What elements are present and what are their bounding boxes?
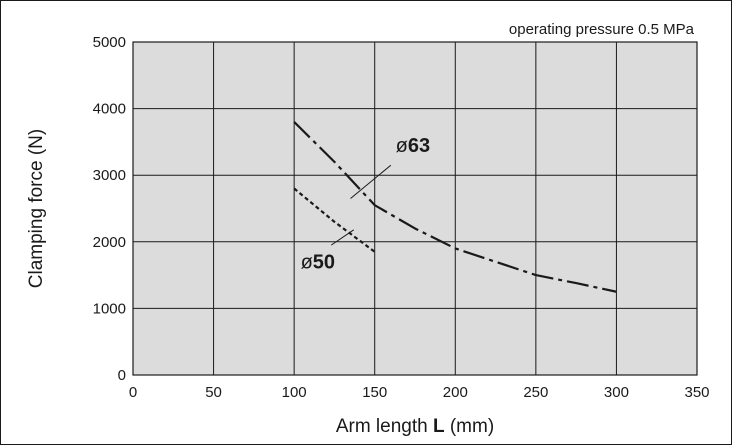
plot-frame [132,41,698,376]
x-axis-title-bold: L [433,416,445,437]
x-axis-title-suffix: (mm) [445,416,495,437]
y-axis-title: Clamping force (N) [26,129,47,288]
y-tick-label: 2000 [93,234,126,251]
pressure-annotation: operating pressure 0.5 MPa [509,21,695,38]
series-label-symbol: ø [396,135,408,157]
x-tick-label: 0 [129,384,137,401]
x-axis-title-prefix: Arm length [336,416,433,437]
leader-line-63 [350,164,392,199]
y-tick-label: 3000 [93,167,126,184]
leader-line-50 [330,229,355,246]
y-tick-label: 0 [118,367,126,384]
y-tick-label: 1000 [93,300,126,317]
series-label-number: 63 [408,135,430,157]
x-tick-label: 100 [282,384,307,401]
series-line-50 [293,187,376,253]
x-tick-label: 200 [443,384,468,401]
series-label-number: 50 [313,251,335,273]
series-label-63: ø63 [396,135,430,157]
plot-area [133,42,697,375]
x-tick-label: 300 [604,384,629,401]
x-tick-label: 250 [523,384,548,401]
series-label-50: ø50 [301,251,335,273]
x-axis-title: Arm length L (mm) [336,416,494,437]
y-tick-label: 4000 [93,101,126,118]
series-label-symbol: ø [301,251,313,273]
x-tick-label: 50 [205,384,222,401]
x-tick-label: 350 [684,384,709,401]
y-tick-label: 5000 [93,34,126,51]
x-tick-label: 150 [362,384,387,401]
series-line-63 [293,121,617,293]
